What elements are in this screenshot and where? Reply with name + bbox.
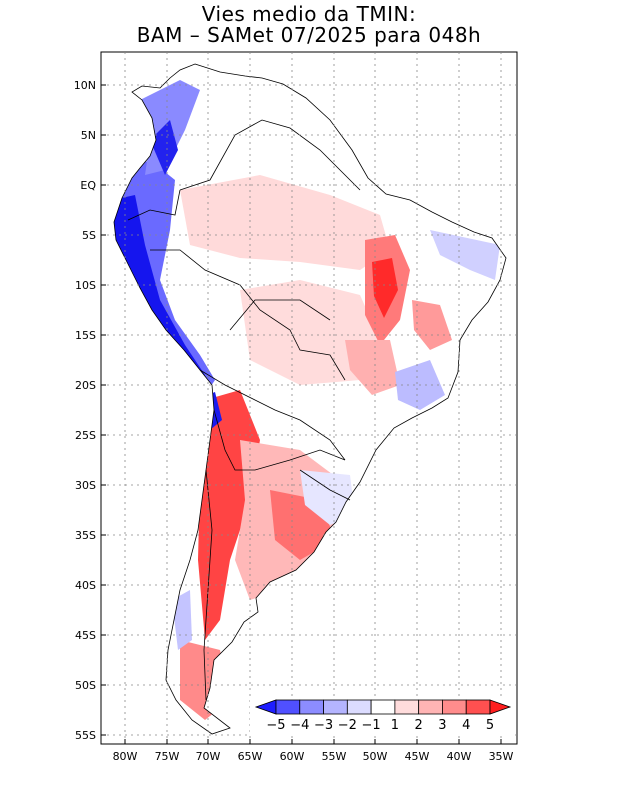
colorbar-segment bbox=[299, 699, 324, 715]
lat-label: 10S bbox=[75, 279, 96, 292]
lon-label: 80W bbox=[113, 750, 138, 763]
map-title-line-2: BAM – SAMet 07/2025 para 048h bbox=[136, 23, 482, 47]
warm-anomaly-brazil-southeast bbox=[345, 340, 400, 395]
lat-label: 15S bbox=[75, 329, 96, 342]
colorbar-segment bbox=[418, 699, 443, 715]
strong-warm-brazil bbox=[372, 258, 398, 318]
lon-label: 50W bbox=[363, 750, 388, 763]
lat-label: 20S bbox=[75, 379, 96, 392]
colorbar-label: −4 bbox=[290, 718, 309, 733]
lon-label: 35W bbox=[489, 750, 514, 763]
lon-label: 70W bbox=[196, 750, 221, 763]
colorbar-segment bbox=[394, 699, 420, 715]
lat-label: EQ bbox=[80, 179, 96, 192]
colorbar-label: −2 bbox=[338, 718, 357, 733]
lat-label: 10N bbox=[74, 79, 96, 92]
latitude-labels: 10N 5N EQ 5S 10S 15S 20S 25S 30S 35S 40S… bbox=[74, 79, 97, 742]
lat-label: 45S bbox=[75, 629, 96, 642]
lat-label: 5N bbox=[81, 129, 96, 142]
cold-anomaly-northeast bbox=[430, 230, 500, 280]
colorbar bbox=[254, 699, 512, 715]
warm-anomaly-amazon bbox=[180, 175, 390, 270]
strong-cold-colombia bbox=[150, 120, 178, 175]
colorbar-segment bbox=[465, 699, 491, 715]
colorbar-segment bbox=[442, 699, 467, 715]
colorbar-label: −5 bbox=[266, 718, 285, 733]
lon-label: 40W bbox=[447, 750, 472, 763]
lon-label: 75W bbox=[155, 750, 180, 763]
lat-label: 40S bbox=[75, 579, 96, 592]
colorbar-label: −1 bbox=[362, 718, 381, 733]
lon-label: 60W bbox=[280, 750, 305, 763]
warm-anomaly-central bbox=[240, 280, 380, 385]
lon-label: 45W bbox=[405, 750, 430, 763]
strong-cold-peru-chile bbox=[114, 195, 205, 385]
lat-label: 30S bbox=[75, 479, 96, 492]
colorbar-label: 4 bbox=[462, 718, 470, 733]
lat-label: 35S bbox=[75, 529, 96, 542]
colorbar-label: 1 bbox=[391, 718, 399, 733]
lat-label: 50S bbox=[75, 679, 96, 692]
tick-marks bbox=[101, 84, 502, 744]
colorbar-segment bbox=[489, 699, 512, 715]
graticule bbox=[101, 52, 517, 744]
lat-label: 55S bbox=[75, 729, 96, 742]
warm-anomaly-brazil-east bbox=[412, 300, 452, 350]
colorbar-label: 5 bbox=[486, 718, 494, 733]
colorbar-label: 2 bbox=[415, 718, 423, 733]
colorbar-segment bbox=[370, 699, 396, 715]
colorbar-label: 3 bbox=[438, 718, 446, 733]
lat-label: 5S bbox=[82, 229, 96, 242]
lon-label: 55W bbox=[322, 750, 347, 763]
country-borders bbox=[113, 63, 507, 735]
colorbar-segment bbox=[346, 699, 372, 715]
map-title-line-1: Vies medio da TMIN: bbox=[201, 2, 417, 26]
colorbar-segment bbox=[323, 699, 348, 715]
colorbar-segment bbox=[275, 699, 301, 715]
colorbar-labels: −5 −4 −3 −2 −1 1 2 3 4 5 bbox=[266, 718, 494, 733]
longitude-labels: 80W 75W 70W 65W 60W 55W 50W 45W 40W 35W bbox=[113, 750, 514, 763]
lon-label: 65W bbox=[238, 750, 263, 763]
lat-label: 25S bbox=[75, 429, 96, 442]
colorbar-label: −3 bbox=[314, 718, 333, 733]
